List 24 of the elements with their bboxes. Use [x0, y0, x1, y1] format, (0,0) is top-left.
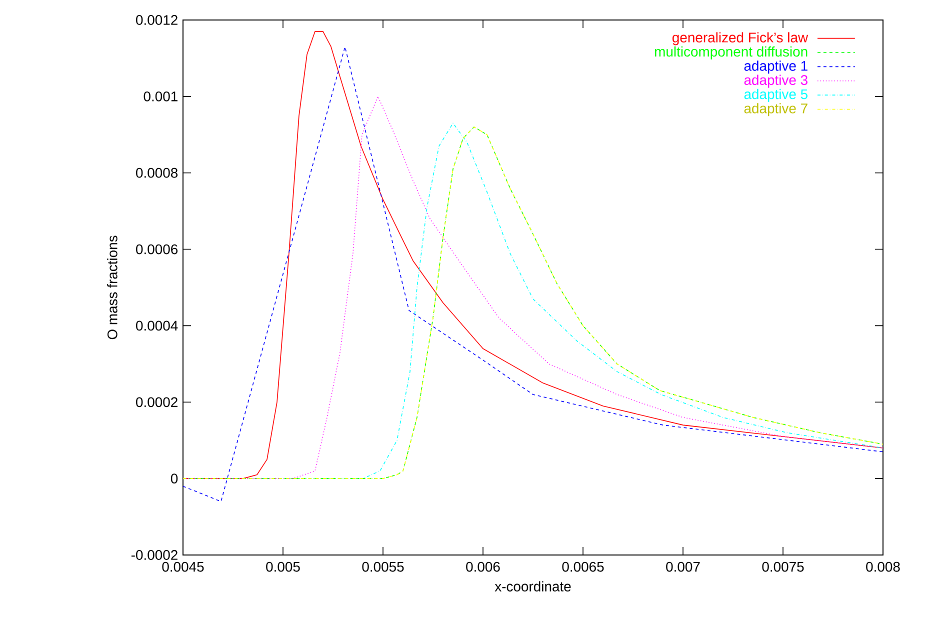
- y-tick-label: 0.0006: [136, 244, 178, 254]
- x-tick-label: 0.0055: [362, 562, 404, 572]
- x-tick-label: 0.0045: [162, 562, 204, 572]
- y-tick-label: 0.0002: [136, 397, 178, 408]
- x-tick-label: 0.007: [666, 562, 700, 572]
- x-axis-title: x-coordinate: [494, 581, 571, 592]
- legend-label: generalized Fick’s law: [672, 32, 808, 46]
- x-tick-label: 0.005: [266, 562, 300, 572]
- legend-label: adaptive 7: [744, 103, 808, 116]
- x-tick-label: 0.0065: [562, 562, 604, 572]
- y-tick-label: 0: [170, 474, 178, 484]
- legend-label: multicomponent diffusion: [654, 46, 808, 60]
- legend-label: adaptive 3: [744, 74, 808, 88]
- y-tick-label: -0.0002: [131, 550, 178, 560]
- legend-label: adaptive 5: [744, 88, 808, 102]
- x-tick-label: 0.008: [866, 562, 900, 572]
- x-tick-label: 0.0075: [762, 562, 804, 572]
- legend-label: adaptive 1: [744, 60, 808, 74]
- y-axis-title: O mass fractions: [107, 236, 118, 340]
- y-tick-label: 0.0012: [136, 15, 178, 25]
- x-tick-label: 0.006: [466, 562, 500, 572]
- y-tick-label: 0.0004: [136, 320, 178, 331]
- y-tick-label: 0.001: [144, 91, 178, 102]
- y-tick-label: 0.0008: [136, 168, 178, 178]
